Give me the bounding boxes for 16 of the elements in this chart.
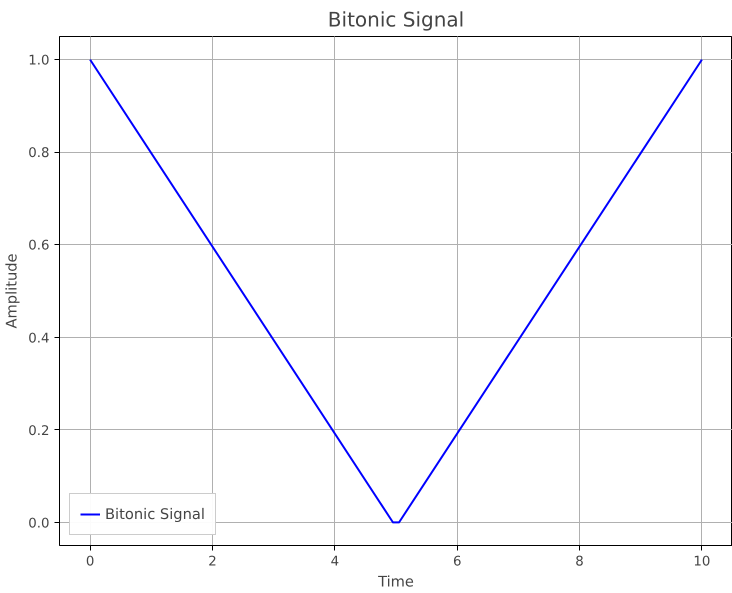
chart-title: Bitonic Signal [328, 8, 464, 32]
y-tick-label: 0.4 [28, 331, 50, 346]
y-tick-label: 0.8 [28, 146, 50, 162]
x-tick-label: 6 [452, 554, 462, 570]
legend-label: Bitonic Signal [105, 506, 205, 522]
y-tick-label: 0.0 [28, 516, 50, 532]
y-tick-label: 0.2 [28, 424, 50, 439]
x-tick-label: 4 [330, 554, 340, 570]
x-tick-label: 10 [693, 554, 710, 570]
y-axis-title: Amplitude [3, 253, 20, 329]
y-tick-label: 0.6 [28, 238, 50, 254]
x-tick-label: 8 [575, 554, 584, 570]
y-tick-label: 1.0 [28, 54, 50, 69]
x-axis-title: Time [377, 574, 414, 590]
x-tick-label: 2 [208, 554, 217, 570]
x-tick-label: 0 [86, 554, 94, 570]
